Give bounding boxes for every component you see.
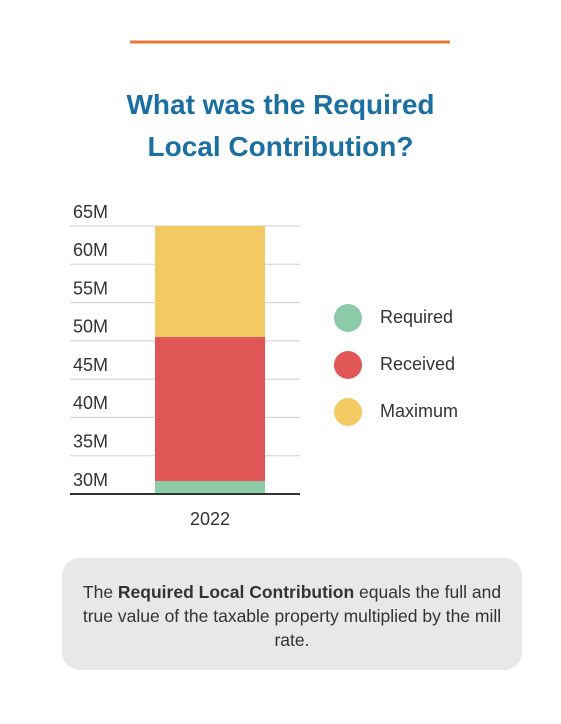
chart-title: What was the Required Local Contribution… [126,89,435,162]
note-bold: Required Local Contribution [117,582,355,602]
bar-segment [155,226,265,338]
y-tick-label: 35M [73,431,108,451]
legend-swatch [334,351,362,379]
legend-label: Maximum [380,401,458,421]
x-tick-label: 2022 [190,509,230,529]
y-tick-label: 50M [73,317,108,337]
legend-label: Required [380,307,453,327]
bar-segment [155,480,265,494]
legend-swatch [334,304,362,332]
legend-swatch [334,398,362,426]
note-text: The [82,582,118,602]
bar-segment [155,337,265,481]
legend-label: Received [380,354,455,374]
y-tick-label: 55M [73,278,108,298]
y-tick-label: 60M [73,240,108,260]
y-tick-label: 45M [73,355,108,375]
y-tick-label: 30M [73,470,108,490]
note-text: equals the full and true value of the ta… [82,582,502,650]
note: The Required Local Contribution equals t… [62,558,522,670]
y-tick-label: 40M [73,393,108,413]
y-tick-label: 65M [73,202,108,222]
